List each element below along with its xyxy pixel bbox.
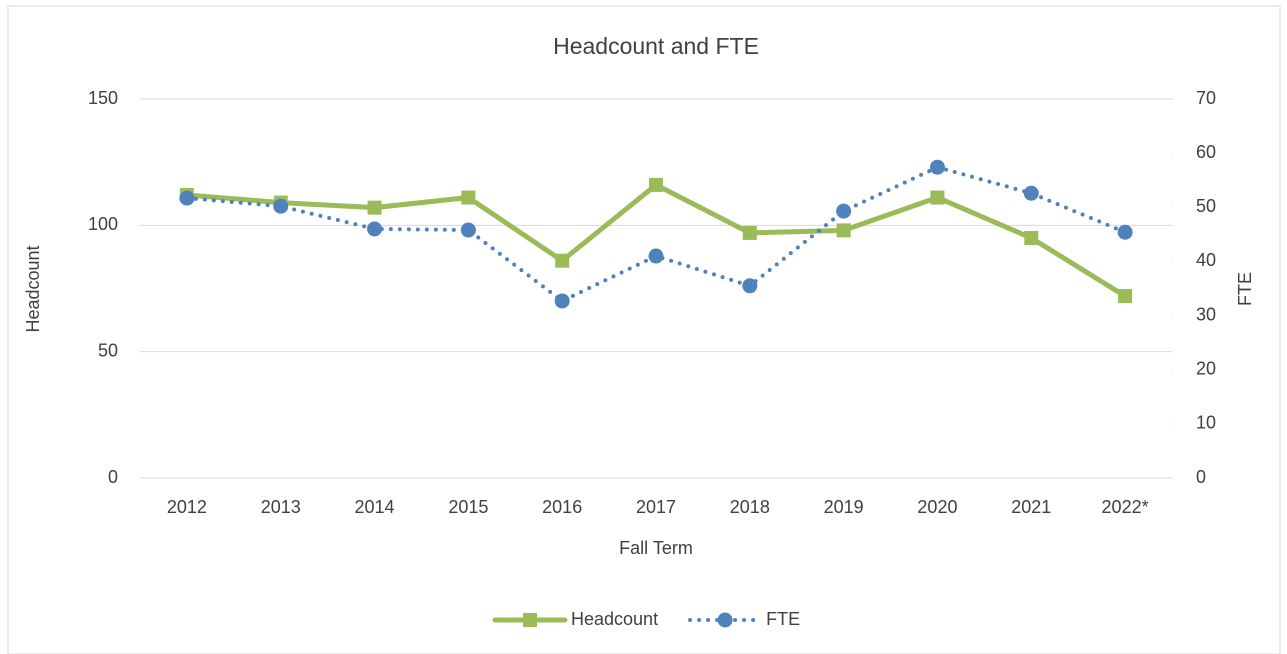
y2-tick-label: 70 xyxy=(1196,88,1216,108)
y2-tick-label: 60 xyxy=(1196,142,1216,162)
legend-marker xyxy=(523,613,537,627)
y-tick-label: 0 xyxy=(108,467,118,487)
y2-axis-label: FTE xyxy=(1235,272,1255,306)
y-tick-label: 150 xyxy=(88,88,118,108)
data-point xyxy=(929,159,945,175)
data-point xyxy=(1118,289,1133,304)
data-point xyxy=(460,222,476,238)
data-point xyxy=(836,203,852,219)
y-tick-label: 100 xyxy=(88,214,118,234)
y2-tick-label: 30 xyxy=(1196,304,1216,324)
data-point xyxy=(648,248,664,264)
x-tick-label: 2020 xyxy=(917,497,957,517)
legend-marker xyxy=(717,612,733,628)
data-point xyxy=(273,198,289,214)
x-tick-label: 2012 xyxy=(167,497,207,517)
data-point xyxy=(1024,230,1039,245)
x-tick-label: 2018 xyxy=(730,497,770,517)
data-point xyxy=(742,278,758,294)
chart-frame xyxy=(7,5,1281,654)
data-point xyxy=(367,200,382,215)
x-tick-label: 2013 xyxy=(261,497,301,517)
x-tick-label: 2017 xyxy=(636,497,676,517)
data-point xyxy=(836,223,851,238)
data-point xyxy=(1023,185,1039,201)
y2-tick-label: 40 xyxy=(1196,250,1216,270)
x-tick-label: 2015 xyxy=(448,497,488,517)
data-point xyxy=(367,221,383,237)
x-tick-label: 2016 xyxy=(542,497,582,517)
y2-tick-label: 10 xyxy=(1196,413,1216,433)
data-point xyxy=(1117,224,1133,240)
x-tick-label: 2021 xyxy=(1011,497,1051,517)
x-axis-label: Fall Term xyxy=(619,538,693,558)
data-point xyxy=(930,190,945,205)
data-point xyxy=(461,190,476,205)
data-point xyxy=(554,293,570,309)
data-point xyxy=(555,253,570,268)
x-tick-label: 2019 xyxy=(824,497,864,517)
y-axis-label: Headcount xyxy=(23,245,43,332)
y2-tick-label: 0 xyxy=(1196,467,1206,487)
y-tick-label: 50 xyxy=(98,340,118,360)
y2-tick-label: 50 xyxy=(1196,196,1216,216)
legend-label: FTE xyxy=(766,609,800,629)
y2-tick-label: 20 xyxy=(1196,358,1216,378)
chart-title: Headcount and FTE xyxy=(553,33,759,59)
data-point xyxy=(742,225,757,240)
x-tick-label: 2014 xyxy=(355,497,395,517)
data-point xyxy=(179,190,195,206)
x-tick-label: 2022* xyxy=(1102,497,1149,517)
legend-label: Headcount xyxy=(571,609,658,629)
data-point xyxy=(649,177,663,192)
